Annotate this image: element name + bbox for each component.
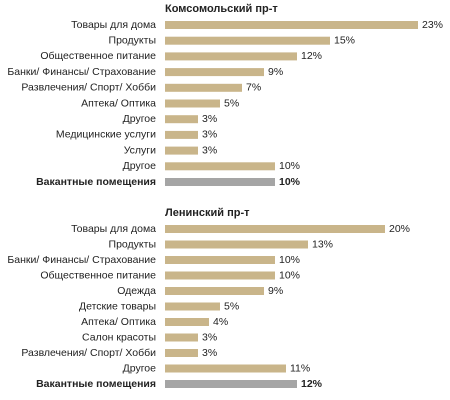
value-label: 5% <box>224 300 239 312</box>
category-label: Другое <box>123 113 157 125</box>
value-label: 20% <box>389 223 410 235</box>
bar <box>165 83 242 92</box>
value-label: 3% <box>202 144 217 156</box>
value-label: 7% <box>246 82 261 94</box>
category-label: Услуги <box>124 144 156 156</box>
category-label: Аптека/ Оптика <box>81 316 156 328</box>
value-label: 3% <box>202 113 217 125</box>
value-label: 10% <box>279 254 300 266</box>
category-label: Общественное питание <box>40 50 156 62</box>
bar <box>165 52 297 61</box>
bar <box>165 287 264 295</box>
bar <box>165 146 198 155</box>
bar <box>165 333 198 342</box>
category-label: Другое <box>123 160 157 172</box>
bar <box>165 380 297 388</box>
value-label: 9% <box>268 66 283 78</box>
category-label: Развлечения/ Спорт/ Хобби <box>21 347 156 359</box>
bar <box>165 21 418 29</box>
value-label: 23% <box>422 19 443 31</box>
category-label: Товары для дома <box>71 223 156 235</box>
value-label: 13% <box>312 238 333 250</box>
value-label: 12% <box>301 378 323 390</box>
category-label: Продукты <box>109 34 156 46</box>
category-label: Товары для дома <box>71 19 156 31</box>
value-label: 11% <box>290 362 310 374</box>
bar <box>165 36 330 45</box>
bar <box>165 318 209 326</box>
category-label: Банки/ Финансы/ Страхование <box>7 254 156 266</box>
category-label: Вакантные помещения <box>36 176 156 188</box>
bar <box>165 364 286 373</box>
bar <box>165 271 275 280</box>
value-label: 12% <box>301 50 322 62</box>
value-label: 3% <box>202 331 217 343</box>
value-label: 5% <box>224 97 239 109</box>
category-label: Вакантные помещения <box>36 378 156 390</box>
value-label: 10% <box>279 176 301 188</box>
bar <box>165 115 198 124</box>
value-label: 10% <box>279 160 300 172</box>
category-label: Медицинские услуги <box>56 129 156 141</box>
category-label: Банки/ Финансы/ Страхование <box>7 66 156 78</box>
value-label: 15% <box>334 34 355 46</box>
chart-title: Комсомольский пр-т <box>165 3 278 15</box>
category-label: Развлечения/ Спорт/ Хобби <box>21 82 156 94</box>
bar <box>165 302 220 311</box>
value-label: 3% <box>202 129 217 141</box>
category-label: Продукты <box>109 238 156 250</box>
value-label: 9% <box>268 285 283 297</box>
category-label: Общественное питание <box>40 269 156 281</box>
value-label: 3% <box>202 347 217 359</box>
bar <box>165 99 220 108</box>
category-label: Другое <box>123 362 157 374</box>
bar <box>165 68 264 77</box>
bar <box>165 130 198 139</box>
bar <box>165 178 275 186</box>
value-label: 10% <box>279 269 300 281</box>
category-label: Аптека/ Оптика <box>81 97 156 109</box>
category-label: Салон красоты <box>82 331 156 343</box>
bar <box>165 349 198 357</box>
bar <box>165 162 275 171</box>
value-label: 4% <box>213 316 228 328</box>
bar <box>165 225 385 233</box>
chart-title: Ленинский пр-т <box>165 207 250 219</box>
bar <box>165 256 275 264</box>
category-label: Одежда <box>117 285 156 297</box>
bar <box>165 240 308 249</box>
category-label: Детские товары <box>79 300 156 312</box>
